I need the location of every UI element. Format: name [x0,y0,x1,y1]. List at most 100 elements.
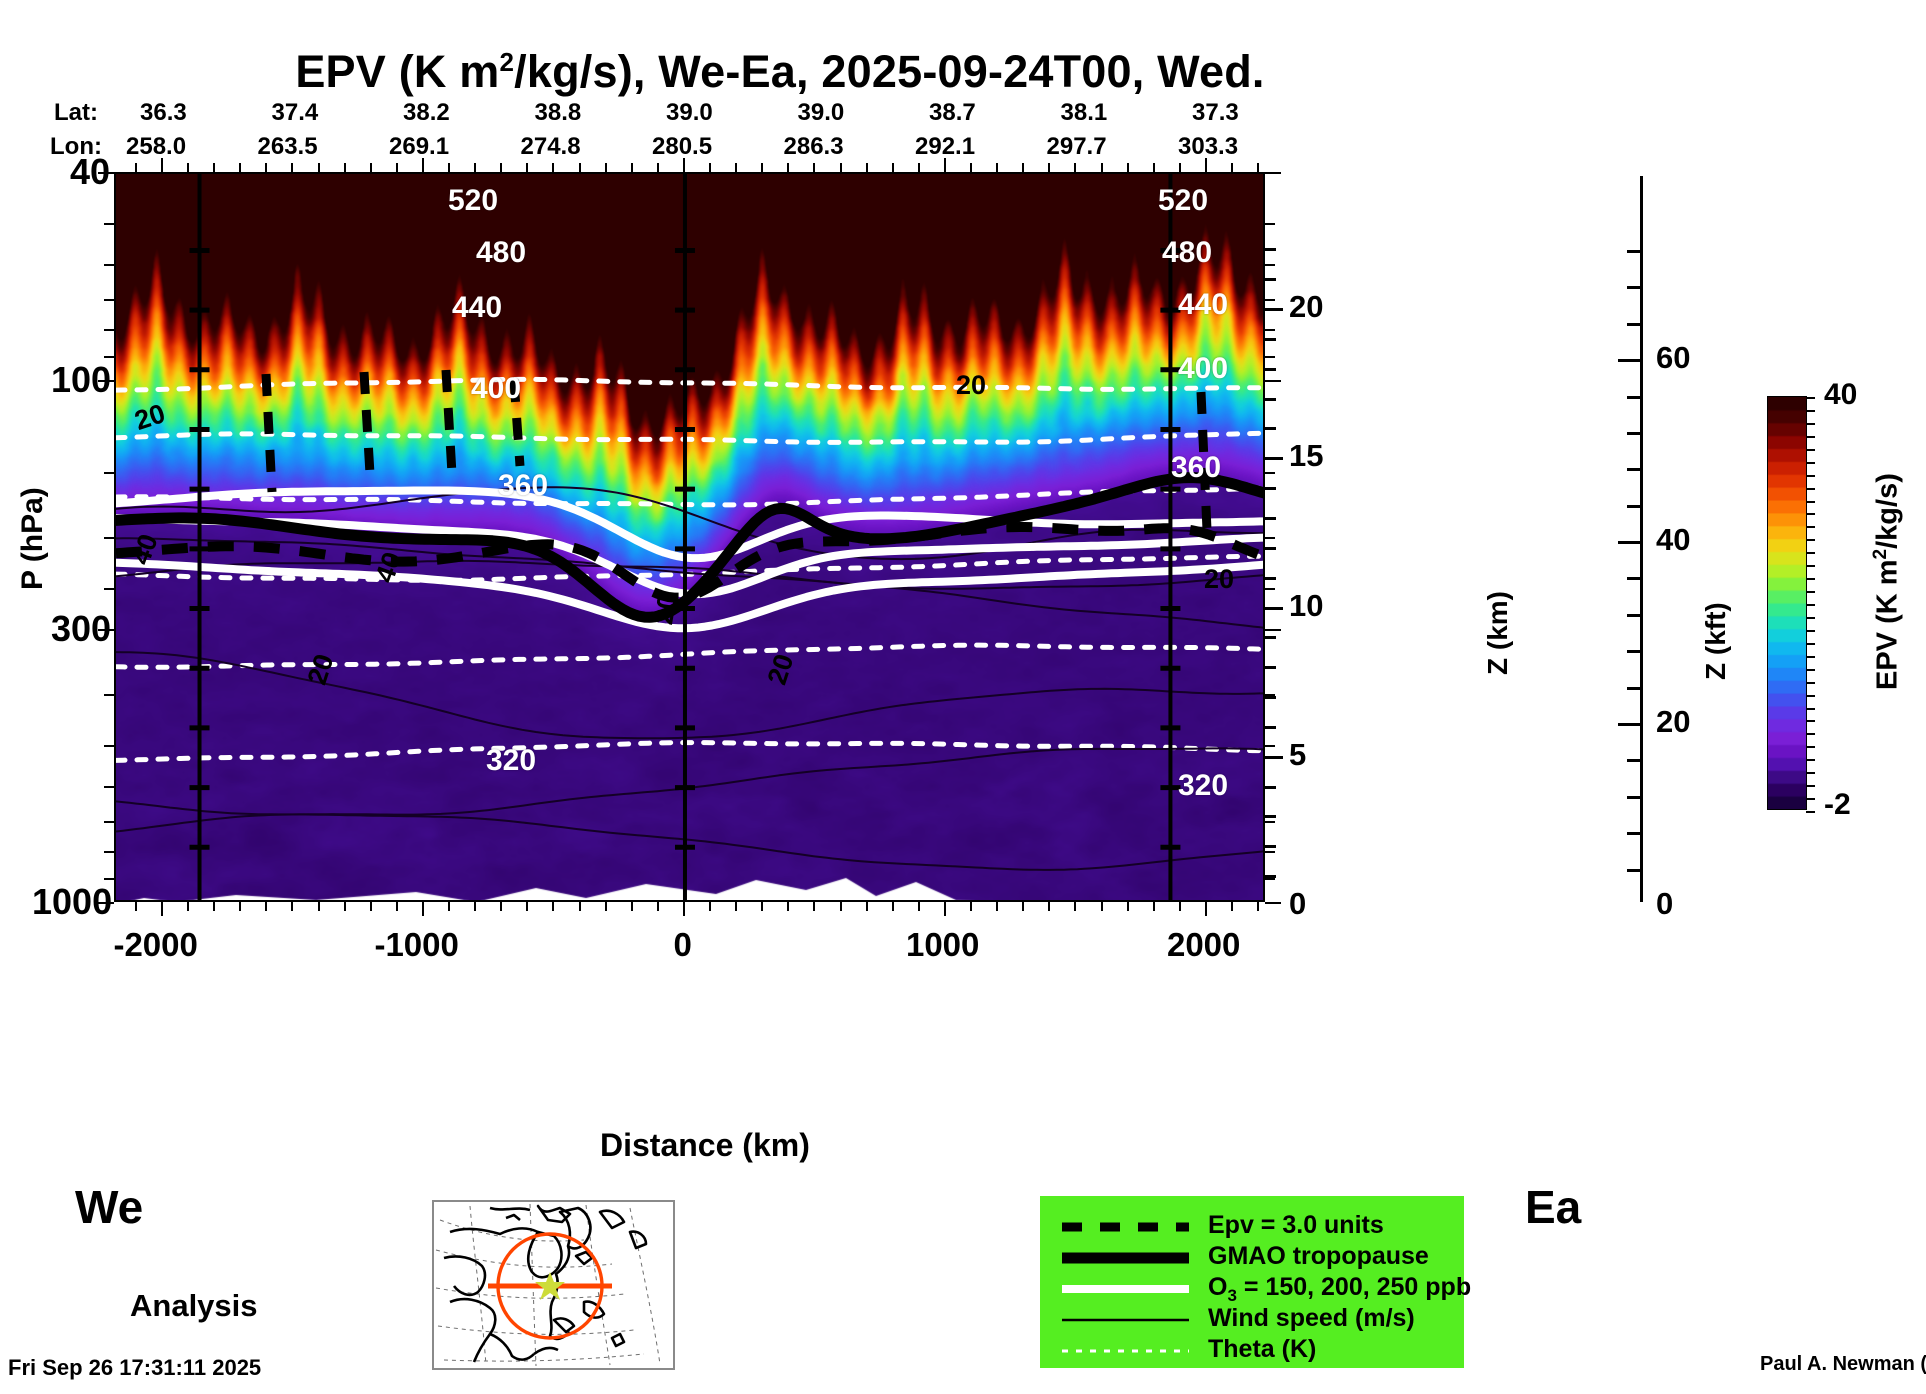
z-kft-tick-8 [1627,832,1640,836]
cross-section-plot[interactable]: 520 520 480 480 440 440 400 400 360 360 … [114,172,1265,902]
x-tick-bottom--900 [448,902,451,911]
x-tick-top-1300 [1022,163,1025,172]
x-tick-top--100 [656,163,659,172]
wind-20-upper [116,486,1263,561]
x-tick-top-2100 [1231,163,1234,172]
z-kft-tick-52 [1627,431,1640,435]
lat-value-8: 37.3 [1192,99,1239,126]
lat-row-title: Lat: [54,99,98,126]
colorbar-tick-7 [1806,487,1815,490]
x-tick-bottom-400 [787,902,790,911]
x-tick-top-1400 [1048,163,1051,172]
x-tick-top-700 [865,163,868,172]
lat-value-1: 37.4 [271,99,319,126]
p-tick-right-60 [1265,263,1275,266]
theta-label-440-left: 440 [452,291,503,324]
lon-value-3: 274.8 [520,133,581,160]
legend-row-3[interactable]: Wind speed (m/s) [1058,1304,1458,1335]
z-tick-right-21 [1265,278,1276,282]
x-tick-bottom--2100 [134,902,137,911]
z-kft-label-20: 20 [1656,704,1691,740]
z-tick-right-16 [1265,427,1276,431]
legend-row-1[interactable]: GMAO tropopause [1058,1242,1458,1273]
inset-location-map[interactable] [432,1200,675,1370]
p-tick-right-800 [1265,851,1275,854]
colorbar-tick-20 [1806,655,1815,658]
legend-label-4: Theta (K) [1208,1335,1317,1363]
colorbar[interactable] [1767,396,1815,813]
z-tick-right-6 [1265,725,1276,729]
x-tick-bottom--700 [500,902,503,911]
legend-row-2[interactable]: O3 = 150, 200, 250 ppb [1058,1273,1471,1305]
x-tick-bottom-800 [891,902,894,911]
x-tick-bottom-600 [839,902,842,911]
p-tick-left-800 [104,851,114,854]
x-tick-bottom-2100 [1231,902,1234,911]
z-tick-right-17 [1265,397,1276,401]
x-tick-top-800 [891,163,894,172]
z-tick-right-12 [1265,546,1276,550]
inset-map-graphic [435,1203,661,1367]
x-tick-bottom-1500 [1074,902,1077,911]
x-tick-bottom-1900 [1178,902,1181,911]
legend-box[interactable]: Epv = 3.0 units GMAO tropopause O3 = 150, … [1040,1196,1471,1368]
p-tick-right-300 [1265,628,1281,631]
colorbar-max-label: 40 [1824,378,1858,411]
x-tick-top--1100 [395,163,398,172]
z-tick-right-7 [1265,696,1276,700]
z-tick-right-18 [1265,367,1276,371]
epv-filament-2 [441,369,457,475]
z-kft-tick-56 [1627,395,1640,399]
x-tick-top-1700 [1126,163,1129,172]
p-tick-left-60 [104,263,114,266]
x-tick-top--1200 [369,163,372,172]
x-tick-bottom--1000 [421,902,424,916]
legend-row-4[interactable]: Theta (K) [1058,1335,1458,1366]
legend-row-0[interactable]: Epv = 3.0 units [1058,1211,1458,1242]
legend-sample-dashed-thick-black [1058,1212,1193,1242]
x-tick-top--700 [500,163,503,172]
x-tick-bottom-1800 [1152,902,1155,911]
x-tick-top-1600 [1100,163,1103,172]
colorbar-tick-24 [1806,707,1815,710]
x-tick-bottom--1500 [291,902,294,911]
z-kft-axis-title: Z (kft) [1700,602,1731,680]
p-tick-right-150 [1265,471,1275,474]
z-kft-tick-24 [1627,686,1640,690]
x-tick-bottom-0 [682,902,685,916]
theta-contour-360 [116,642,1263,670]
p-tick-left-900 [104,878,114,881]
z-tick-right-8 [1265,666,1276,670]
x-tick-top-300 [761,163,764,172]
colorbar-tick-28 [1806,759,1815,762]
lon-value-5: 286.3 [783,133,844,160]
colorbar-tick-15 [1806,591,1815,594]
epv-filament-1 [359,371,375,475]
lat-value-3: 38.8 [534,99,582,126]
lon-value-7: 297.7 [1046,133,1107,160]
lon-row-title: Lon: [50,133,102,160]
x-tick-bottom-300 [761,902,764,911]
x-tick-bottom--2000 [160,902,163,916]
theta-label-520-left: 520 [448,184,499,217]
x-tick-bottom--500 [552,902,555,911]
x-tick-top--200 [630,163,633,172]
x-tick-top--1300 [343,163,346,172]
x-tick-bottom--1700 [239,902,242,911]
legend-sample-solid-thick-white [1058,1274,1193,1304]
p-tick-right-1000 [1265,902,1281,904]
p-axis-label-1000: 1000 [32,881,113,922]
colorbar-tick-19 [1806,642,1815,645]
x-tick-bottom-1700 [1126,902,1129,911]
p-tick-left-200 [104,537,114,539]
colorbar-tick-29 [1806,772,1815,775]
theta-label-480-right: 480 [1162,236,1213,269]
colorbar-min-label: -2 [1824,788,1851,821]
x-tick-top--1700 [239,163,242,172]
epv-3-contour [116,522,1263,603]
x-tick-top--900 [448,163,451,172]
legend-sample-solid-thin-black [1058,1305,1193,1335]
lon-value-8: 303.3 [1178,133,1239,160]
x-tick-bottom--300 [604,902,607,911]
colorbar-tick-18 [1806,629,1815,632]
